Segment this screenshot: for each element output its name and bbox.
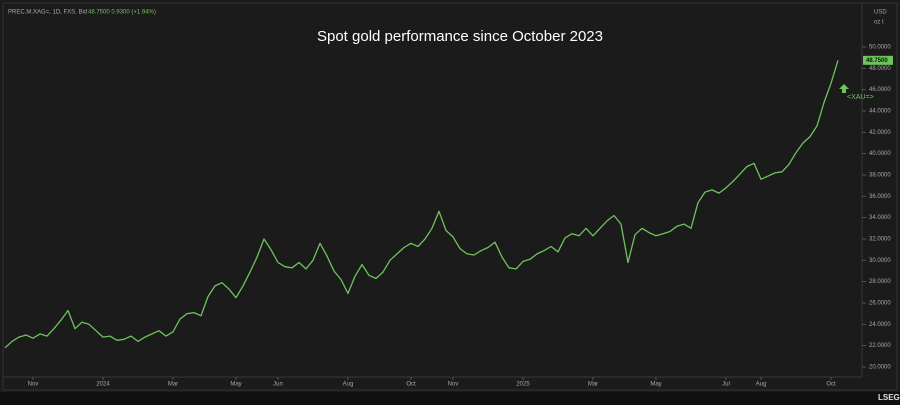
x-tick-label: Nov xyxy=(448,382,459,388)
footer-band xyxy=(0,392,900,405)
last-price-label: 48.7500 xyxy=(866,58,888,64)
y-tick-label: 26.0000 xyxy=(869,301,891,307)
x-tick-label: Mar xyxy=(168,382,178,388)
header: PREC.M.XAG=, 1D, FXS, Bid xyxy=(8,10,87,16)
last-price-box xyxy=(863,55,893,65)
x-tick-label: Jun xyxy=(273,382,283,388)
y-tick-label: 36.0000 xyxy=(869,194,891,200)
y-tick-label: 30.0000 xyxy=(869,258,891,264)
y-tick-label: 44.0000 xyxy=(869,109,891,115)
x-tick-label: Aug xyxy=(756,382,767,388)
y-tick-label: 34.0000 xyxy=(869,215,891,221)
chart-title: Spot gold performance since October 2023 xyxy=(317,28,603,45)
y-tick-label: 40.0000 xyxy=(869,151,891,157)
y-tick-label: 32.0000 xyxy=(869,237,891,243)
y-tick-label: 42.0000 xyxy=(869,130,891,136)
x-tick-label: Mar xyxy=(588,382,598,388)
annotation: <XAU=> xyxy=(847,94,874,101)
y-tick-label: 50.0000 xyxy=(869,45,891,51)
x-tick-label: May xyxy=(650,382,661,388)
y-tick-label: 28.0000 xyxy=(869,279,891,285)
currency: USD xyxy=(874,10,887,16)
quote: 48.7500 0.9300 (+1.94%) xyxy=(88,10,156,16)
brand: LSEG xyxy=(878,393,900,402)
x-tick-label: Jul xyxy=(722,382,730,388)
y-tick-label: 48.0000 xyxy=(869,66,891,72)
y-tick-label: 24.0000 xyxy=(869,322,891,328)
x-tick-label: Nov xyxy=(28,382,39,388)
unit: oz t xyxy=(874,20,884,26)
x-tick-label: Oct xyxy=(406,382,416,388)
x-tick-label: Aug xyxy=(343,382,354,388)
y-tick-label: 20.0000 xyxy=(869,365,891,371)
x-tick-label: 2025 xyxy=(516,382,530,388)
frame xyxy=(2,2,898,391)
x-tick-label: Oct xyxy=(826,382,836,388)
x-tick-label: 2024 xyxy=(96,382,110,388)
y-tick-label: 38.0000 xyxy=(869,173,891,179)
series-line xyxy=(4,60,839,349)
x-tick-label: May xyxy=(230,382,241,388)
y-tick-label: 22.0000 xyxy=(869,343,891,349)
y-tick-label: 46.0000 xyxy=(869,87,891,93)
annotation-arrow xyxy=(839,84,849,93)
